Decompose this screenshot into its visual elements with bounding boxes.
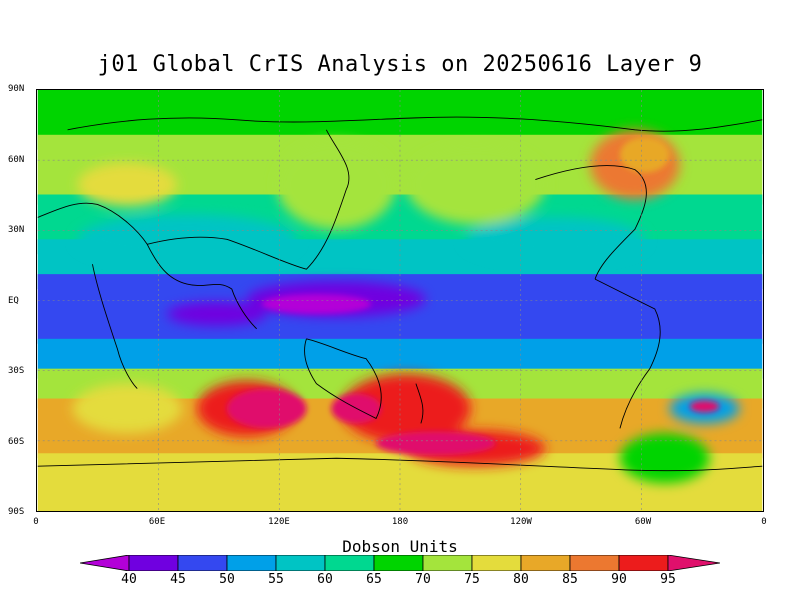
- lat-label-30n: 30N: [8, 225, 25, 235]
- colorbar-segment: [324, 555, 375, 571]
- colorbar-label: 75: [464, 572, 480, 587]
- colorbar-segment: [422, 555, 473, 571]
- field-blob: [689, 400, 720, 413]
- lat-label-60s: 60S: [8, 437, 25, 447]
- colorbar-segment: [275, 555, 326, 571]
- lon-label-180: 180: [391, 517, 409, 527]
- colorbar-title: Dobson Units: [342, 537, 458, 556]
- coastline: [37, 202, 257, 330]
- colorbar-label: 55: [268, 572, 284, 587]
- lon-label-60e: 60E: [148, 517, 166, 527]
- field-blob: [261, 294, 372, 314]
- colorbar-segment: [373, 555, 424, 571]
- field-blob: [276, 139, 397, 230]
- lat-label-eq: EQ: [8, 296, 19, 306]
- colorbar-label: 90: [611, 572, 627, 587]
- coastline: [304, 338, 382, 420]
- lon-label-120e: 120E: [268, 517, 290, 527]
- field-blob: [619, 136, 670, 173]
- field-blob: [405, 144, 546, 225]
- colorbar-segment: [471, 555, 522, 571]
- coastline: [37, 457, 763, 472]
- field-blob: [226, 388, 307, 429]
- field-blob: [72, 383, 183, 434]
- grid-lines: [37, 90, 763, 511]
- colorbar-segment: [177, 555, 228, 571]
- colorbar-segment: [128, 555, 179, 571]
- field-blob: [465, 217, 645, 262]
- colorbar-label: 45: [170, 572, 186, 587]
- field-blob: [77, 162, 178, 207]
- colorbar-label: 70: [415, 572, 431, 587]
- coastlines: [37, 116, 763, 472]
- colorbar-label: 60: [317, 572, 333, 587]
- map-title: j01 Global CrIS Analysis on 20250616 Lay…: [97, 52, 703, 77]
- coastline: [92, 264, 138, 389]
- colorbar: [80, 555, 720, 571]
- lat-label-90s: 90S: [8, 507, 25, 517]
- colorbar-arrow-right: [667, 555, 720, 571]
- colorbar-segment: [226, 555, 277, 571]
- colorbar-segment: [618, 555, 669, 571]
- coastline: [594, 278, 661, 429]
- colorbar-label: 50: [219, 572, 235, 587]
- field-blob: [376, 431, 496, 456]
- colorbar-label: 65: [366, 572, 382, 587]
- field-blob: [167, 301, 267, 326]
- ozone-map: [36, 89, 764, 512]
- colorbar-label: 85: [562, 572, 578, 587]
- lat-label-30s: 30S: [8, 366, 25, 376]
- colorbar-label: 95: [660, 572, 676, 587]
- field-blob: [341, 373, 471, 444]
- lat-label-60n: 60N: [8, 155, 25, 165]
- lon-label-0-right: 0: [761, 517, 767, 527]
- colorbar-label: 80: [513, 572, 529, 587]
- lon-label-120w: 120W: [510, 517, 532, 527]
- colorbar-arrow-left: [80, 555, 130, 571]
- colorbar-label: 40: [121, 572, 137, 587]
- ozone-field-svg: [37, 90, 763, 511]
- coastline: [415, 383, 424, 424]
- lon-label-60w: 60W: [634, 517, 652, 527]
- coastline: [535, 165, 647, 280]
- lon-label-0-left: 0: [33, 517, 39, 527]
- colorbar-segment: [569, 555, 620, 571]
- lat-label-90n: 90N: [8, 84, 25, 94]
- coastline: [147, 129, 350, 270]
- coastline: [67, 116, 763, 132]
- colorbar-segment: [520, 555, 571, 571]
- field-blob: [77, 214, 297, 265]
